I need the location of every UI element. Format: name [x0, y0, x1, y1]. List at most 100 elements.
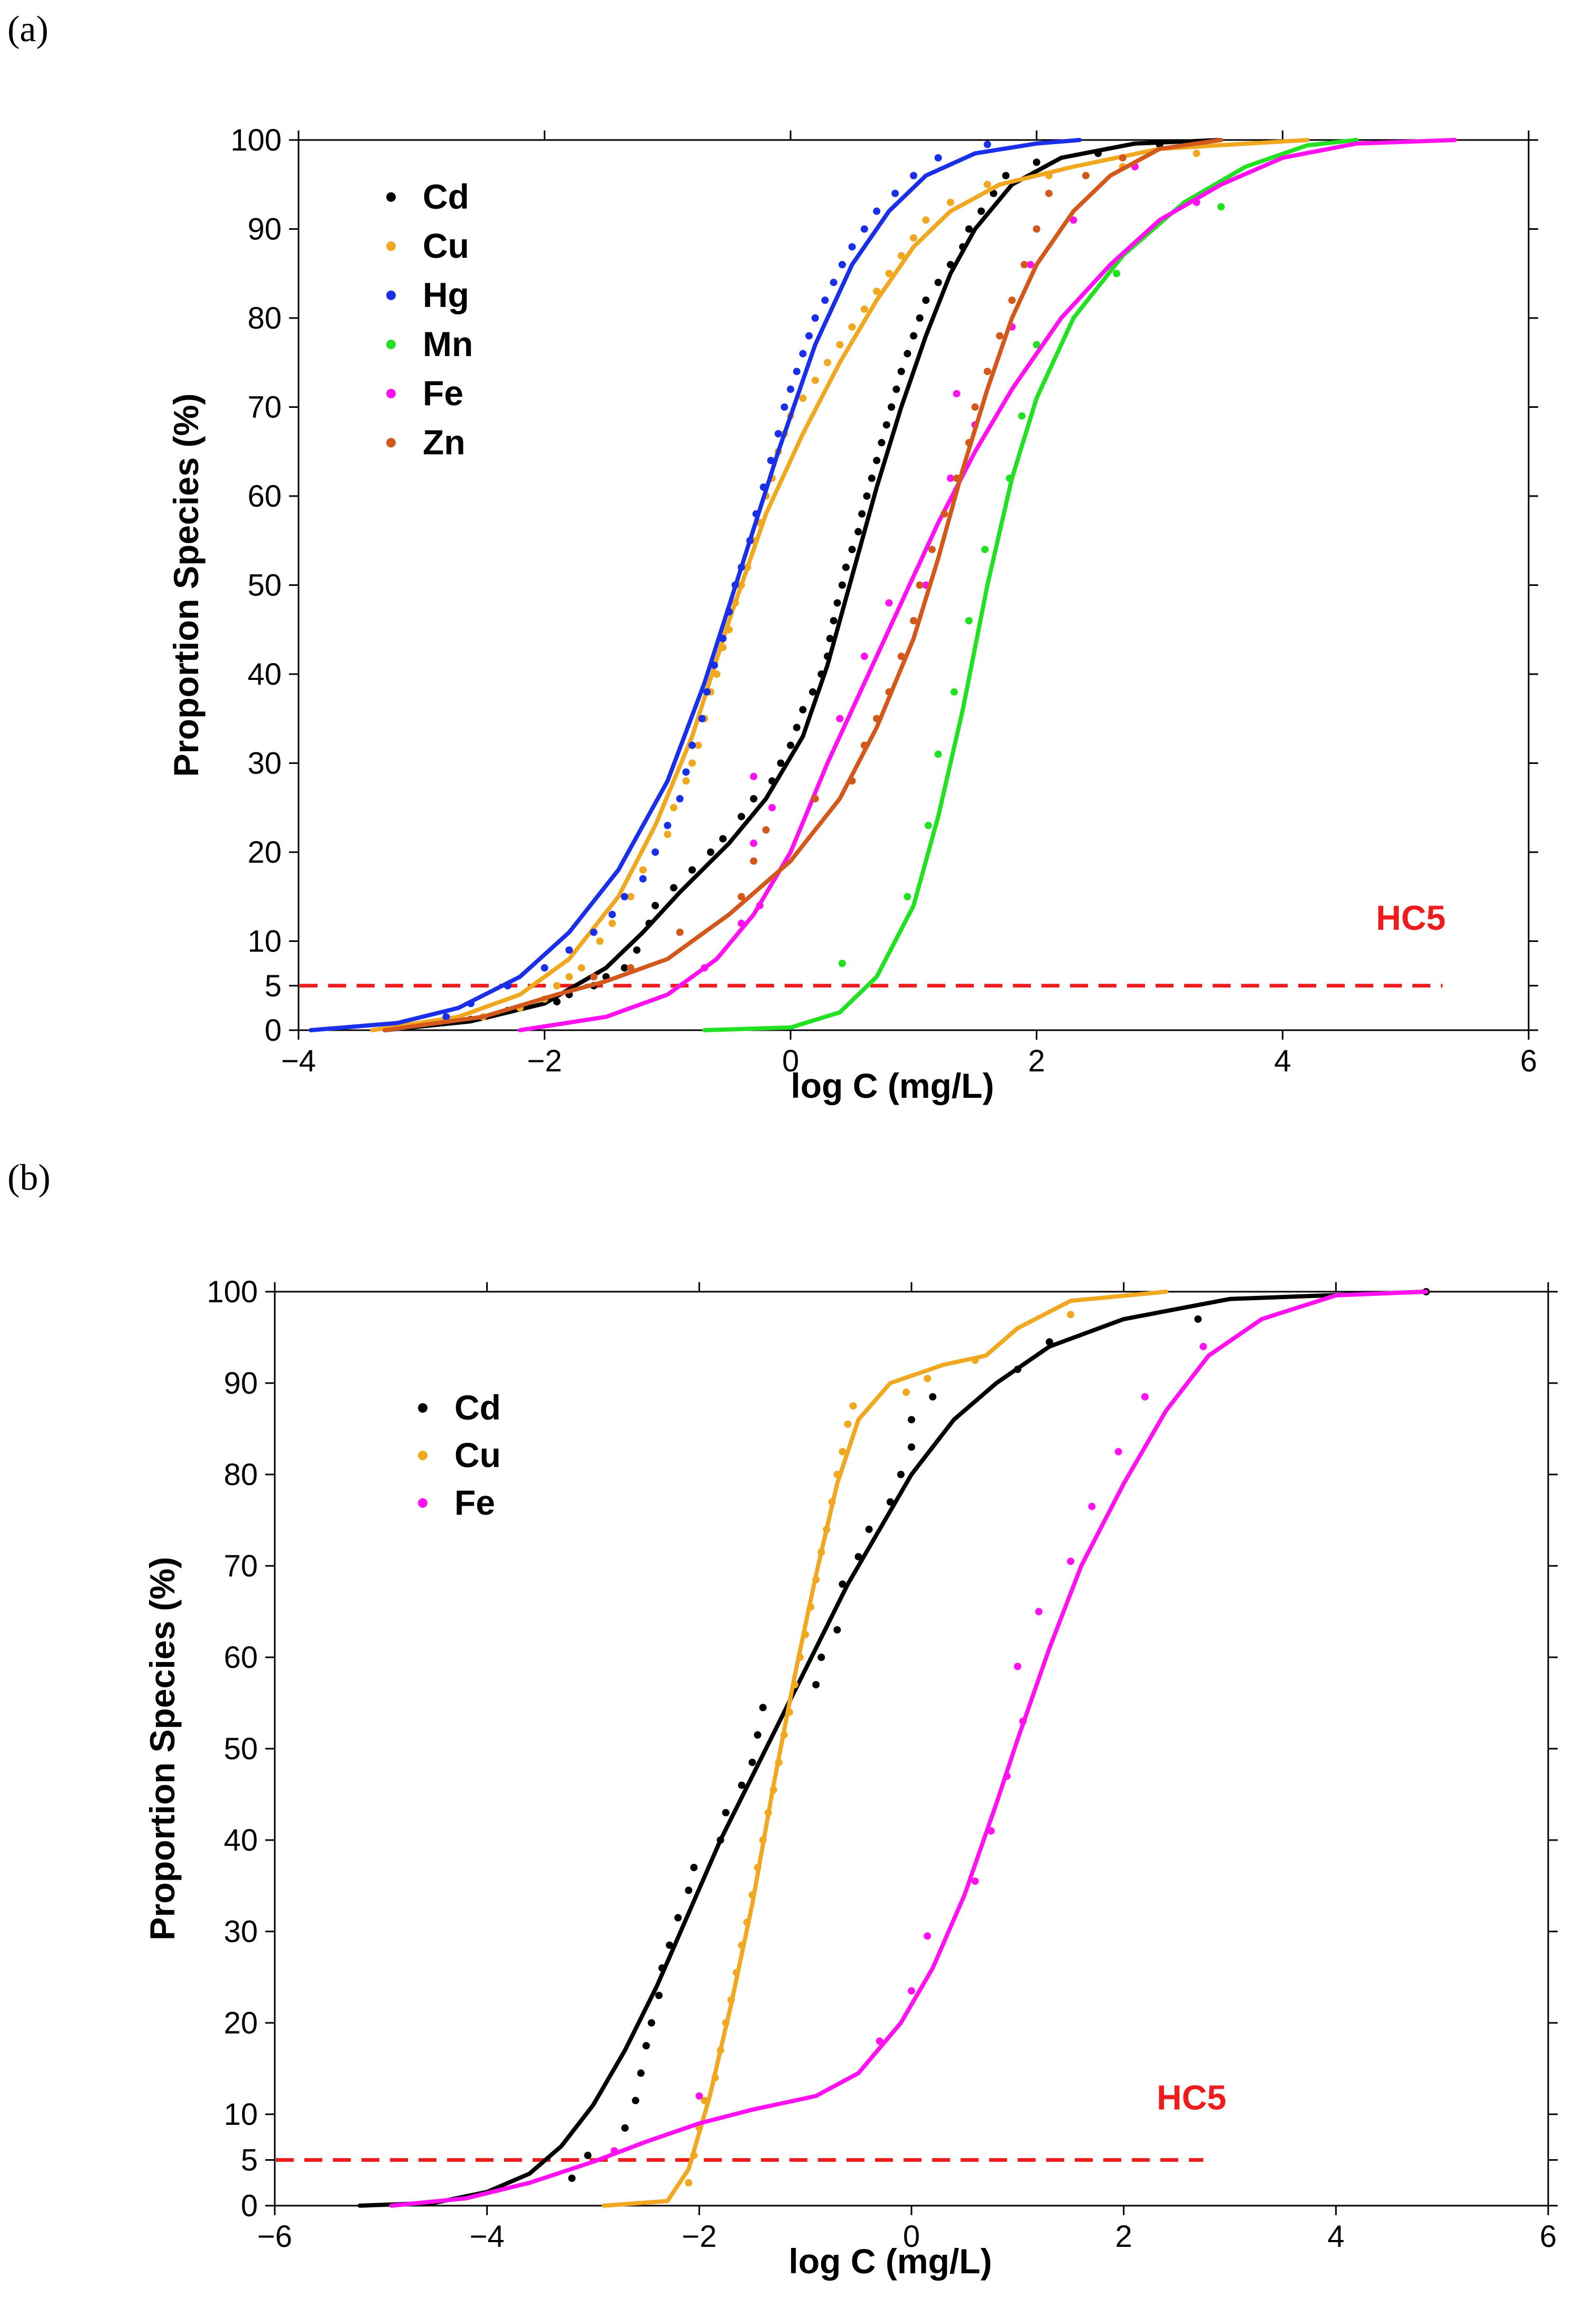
point-cd [838, 581, 846, 589]
point-cd [1094, 150, 1102, 157]
legend-marker-cu [418, 1451, 427, 1460]
y-tick-label: 100 [230, 123, 282, 157]
point-cu [849, 1402, 857, 1410]
point-cd [637, 2069, 645, 2077]
point-fe [750, 772, 758, 780]
point-mn [838, 959, 846, 967]
point-cu [670, 804, 678, 811]
point-hg [590, 928, 598, 936]
point-cd [568, 2174, 576, 2182]
point-hg [799, 350, 807, 358]
legend-label-mn: Mn [423, 324, 473, 363]
point-fe [946, 474, 954, 482]
point-cd [777, 759, 785, 767]
point-cd [865, 1525, 873, 1533]
point-cd [873, 456, 881, 464]
point-cd [908, 1443, 915, 1451]
point-cd [812, 1681, 820, 1688]
legend-label-cd: Cd [454, 1388, 501, 1427]
x-tick-label: 6 [1520, 1044, 1537, 1078]
point-mn [1113, 269, 1121, 277]
point-cd [854, 528, 862, 536]
curve-cd [383, 138, 1223, 1032]
point-cu [828, 1498, 836, 1506]
plot-frame [297, 139, 1530, 1031]
point-cd [793, 724, 801, 732]
point-cd [830, 617, 837, 624]
point-hg [746, 537, 754, 545]
y-tick-label: 70 [247, 390, 282, 425]
x-axis-title: log C (mg/L) [791, 1066, 994, 1105]
y-tick-label: 50 [247, 568, 282, 603]
point-zn [738, 893, 746, 901]
point-cd [990, 190, 998, 198]
point-hg [682, 768, 690, 776]
point-hg [738, 563, 746, 571]
point-cu [902, 1388, 910, 1396]
curve-mn [702, 138, 1359, 1032]
point-cu [823, 1525, 831, 1533]
point-cd [799, 706, 807, 714]
x-tick-label: 2 [1115, 2219, 1132, 2254]
point-cd [1194, 1315, 1202, 1323]
point-cd [621, 2124, 629, 2132]
point-zn [916, 581, 924, 589]
point-fe [924, 1932, 932, 1940]
point-cd [674, 1914, 682, 1922]
point-cu [743, 563, 751, 571]
point-zn [1119, 154, 1127, 162]
point-zn [953, 474, 961, 482]
y-tick-label: 30 [224, 1915, 258, 1949]
point-hg [698, 715, 706, 723]
point-mn [1018, 412, 1026, 420]
point-cd [647, 2019, 655, 2027]
point-cu [738, 581, 746, 589]
point-hg [805, 332, 813, 340]
point-cd [826, 634, 834, 642]
legend-label-zn: Zn [423, 423, 466, 462]
y-tick-label: 0 [241, 2189, 258, 2223]
point-cu [682, 777, 690, 785]
point-zn [860, 741, 868, 749]
point-cd [863, 492, 871, 500]
y-tick-label: 60 [224, 1640, 258, 1675]
panel-label-a: (a) [7, 9, 49, 50]
point-cd [1156, 141, 1164, 148]
point-zn [971, 403, 979, 411]
point-fe [1088, 1502, 1096, 1510]
point-zn [1020, 260, 1028, 268]
x-tick-label: 6 [1540, 2219, 1557, 2254]
point-cu [1045, 172, 1053, 180]
point-cu [924, 1375, 932, 1383]
point-cu [844, 1420, 852, 1428]
point-zn [928, 546, 936, 554]
point-cu [922, 216, 930, 224]
point-cu [748, 1891, 756, 1899]
point-cu [946, 198, 954, 206]
legend-label-cu: Cu [454, 1435, 501, 1474]
point-cd [978, 207, 985, 215]
point-mn [924, 822, 932, 829]
point-mn [1032, 341, 1040, 349]
point-cu [738, 1941, 746, 1949]
legend-marker-fe [386, 389, 396, 398]
legend-marker-hg [386, 291, 396, 300]
point-zn [762, 826, 770, 834]
curve-hg [309, 138, 1082, 1032]
hc5-label: HC5 [1157, 2078, 1226, 2117]
point-cd [868, 474, 876, 482]
point-cd [886, 1498, 894, 1506]
point-cu [685, 2179, 693, 2187]
point-fe [1027, 260, 1035, 268]
point-fe [885, 599, 893, 607]
y-axis-title: Proportion Species (%) [166, 393, 206, 777]
point-cd [768, 777, 776, 785]
y-tick-label: 90 [224, 1366, 258, 1401]
point-cd [688, 866, 696, 874]
point-hg [731, 581, 739, 589]
point-hg [780, 403, 788, 411]
point-cd [706, 848, 714, 856]
x-tick-label: −4 [470, 2219, 505, 2254]
x-tick-label: −2 [527, 1044, 562, 1078]
point-hg [848, 243, 856, 251]
